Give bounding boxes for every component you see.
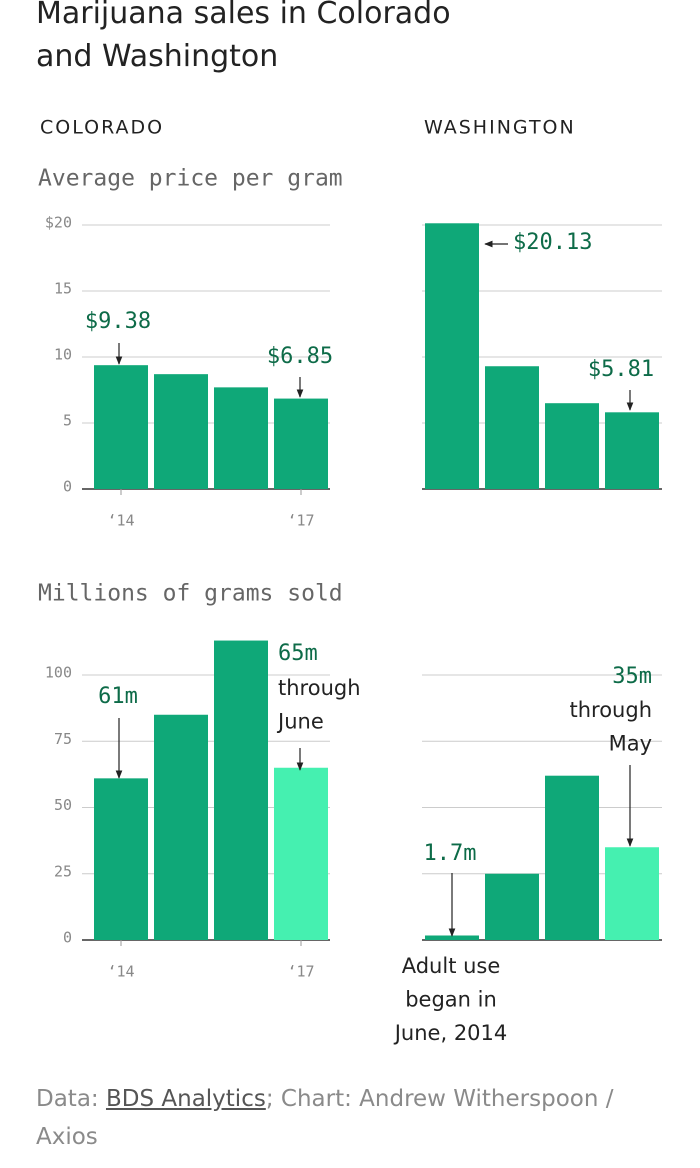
source-link[interactable]: BDS Analytics — [105, 1086, 266, 1112]
note: Adult use — [402, 954, 501, 978]
column-header: COLORADO — [40, 117, 164, 139]
bar — [214, 640, 268, 940]
y-tick-label: $20 — [45, 214, 72, 232]
y-tick-label: 100 — [45, 664, 72, 682]
source: Data: BDS Analytics; Chart: Andrew Withe… — [36, 1080, 676, 1156]
y-tick-label: 0 — [63, 478, 72, 496]
value-label: 1.7m — [424, 841, 477, 866]
x-tick-label: ‘14 — [107, 963, 134, 981]
note: May — [609, 732, 652, 756]
note: June — [276, 710, 324, 734]
y-tick-label: 25 — [54, 862, 72, 880]
bar — [94, 778, 148, 940]
value-label: $20.13 — [513, 230, 592, 255]
value-label: 35m — [612, 664, 652, 689]
bar — [154, 374, 208, 489]
bar — [214, 387, 268, 489]
value-label: $9.38 — [85, 309, 151, 334]
bar — [425, 935, 479, 940]
bar — [94, 365, 148, 489]
source-suffix: ; Chart: Andrew Witherspoon / Axios — [36, 1086, 614, 1150]
note: through — [569, 698, 652, 722]
bar — [274, 767, 328, 940]
section-title: Millions of grams sold — [38, 581, 343, 607]
bar — [274, 398, 328, 489]
bar — [605, 847, 659, 940]
page-title: Marijuana sales in Colorado and Washingt… — [36, 0, 451, 74]
value-label: $5.81 — [588, 357, 654, 382]
y-tick-label: 0 — [63, 929, 72, 947]
value-label: 61m — [98, 684, 138, 709]
bar — [485, 873, 539, 940]
section-title: Average price per gram — [38, 166, 343, 192]
y-tick-label: 5 — [63, 412, 72, 430]
value-label: 65m — [278, 641, 318, 666]
bar — [425, 223, 479, 489]
bar — [485, 366, 539, 489]
y-tick-label: 10 — [54, 346, 72, 364]
value-label: $6.85 — [267, 344, 333, 369]
x-tick-label: ‘17 — [287, 512, 314, 530]
note: June, 2014 — [393, 1021, 508, 1045]
note: through — [278, 676, 361, 700]
source-prefix: Data: — [36, 1086, 106, 1112]
bar — [545, 403, 599, 489]
x-tick-label: ‘17 — [287, 963, 314, 981]
y-tick-label: 15 — [54, 280, 72, 298]
column-header: WASHINGTON — [424, 117, 576, 139]
y-tick-label: 50 — [54, 796, 72, 814]
note: began in — [405, 988, 497, 1012]
x-tick-label: ‘14 — [107, 512, 134, 530]
bar — [545, 775, 599, 940]
bar — [605, 412, 659, 489]
bar — [154, 714, 208, 940]
y-tick-label: 75 — [54, 730, 72, 748]
